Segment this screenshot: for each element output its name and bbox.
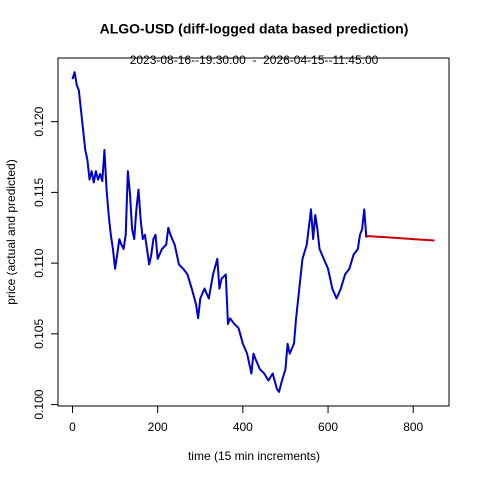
y-axis-label: price (actual and predicted) xyxy=(4,159,18,304)
x-tick-label: 200 xyxy=(148,420,168,434)
chart-subtitle: 2023-08-16--19:30:00 - 2026-04-15--11:45… xyxy=(130,53,379,67)
x-tick-label: 600 xyxy=(318,420,338,434)
series-line xyxy=(366,235,435,242)
chart-title: ALGO-USD (diff-logged data based predict… xyxy=(100,21,409,37)
x-axis-label: time (15 min increments) xyxy=(188,449,320,463)
y-tick-label: 0.105 xyxy=(32,319,46,349)
x-tick-label: 0 xyxy=(69,420,76,434)
x-tick-label: 400 xyxy=(233,420,253,434)
y-tick-label: 0.110 xyxy=(32,248,46,277)
plot-frame xyxy=(57,57,450,407)
y-tick-label: 0.120 xyxy=(32,106,46,136)
y-tick-label: 0.100 xyxy=(32,389,46,419)
x-tick-label: 800 xyxy=(403,420,423,434)
y-tick-label: 0.115 xyxy=(32,177,46,206)
series-line xyxy=(71,71,368,393)
